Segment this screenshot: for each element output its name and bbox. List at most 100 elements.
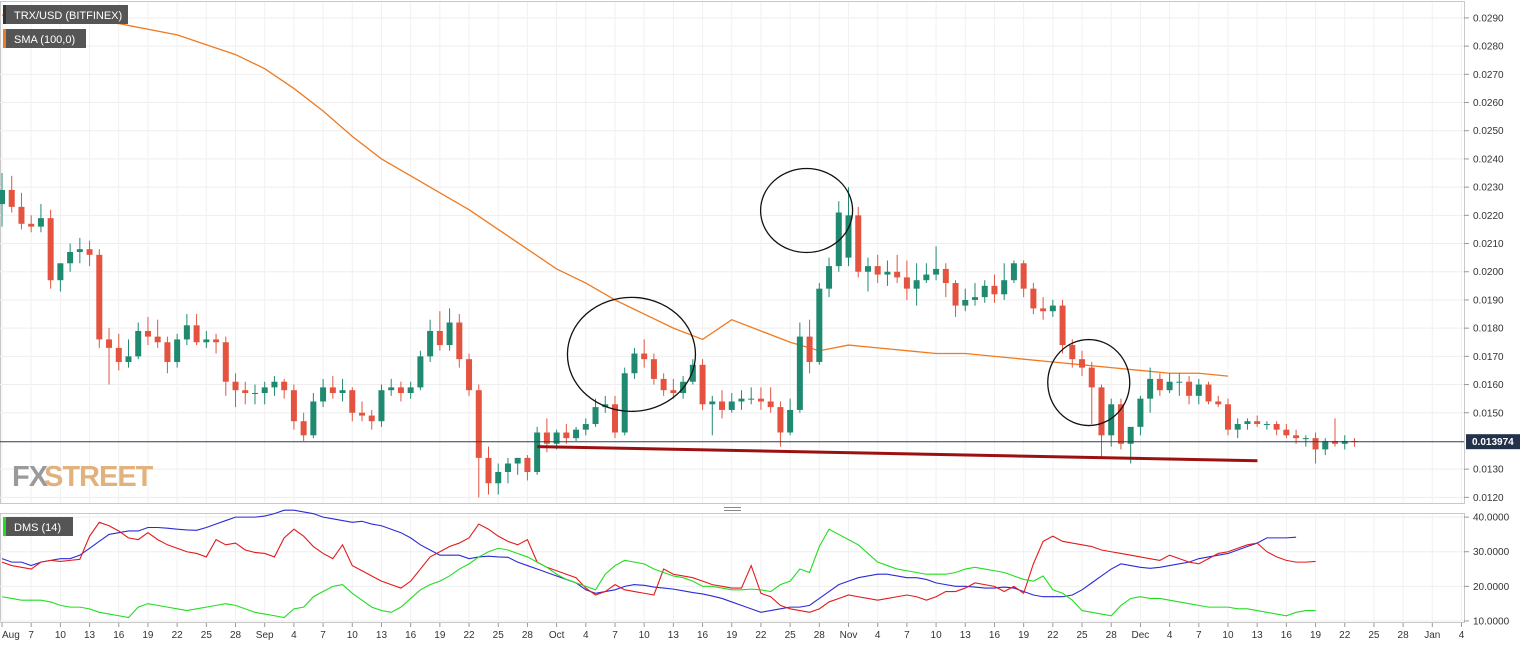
x-tick-label: 28: [1106, 630, 1118, 641]
candle-body: [1254, 421, 1261, 425]
price-panel-frame: [0, 1, 1465, 504]
candle-body: [835, 212, 842, 267]
candle-body: [86, 249, 93, 255]
dms-series-line: [1, 521, 1316, 613]
candle-body: [933, 268, 940, 275]
candle-body: [378, 390, 385, 422]
candle-body: [310, 401, 317, 436]
x-tick-label: 7: [28, 630, 34, 641]
price-y-tick-label: 0.0270: [1473, 70, 1504, 81]
candle-body: [495, 471, 502, 484]
x-tick-label: 4: [1459, 630, 1465, 641]
candle-body: [203, 339, 210, 343]
candle-body: [290, 390, 297, 422]
candle-body: [8, 189, 15, 207]
candle-body: [602, 404, 609, 408]
candle-body: [1205, 384, 1212, 402]
x-tick-label: 22: [172, 630, 184, 641]
candle-body: [1341, 440, 1348, 444]
watermark-street: STREET: [44, 461, 154, 493]
candle-body: [621, 373, 628, 433]
candle-body: [611, 404, 618, 433]
candle-body: [1127, 426, 1134, 444]
candle-body: [329, 387, 336, 394]
candle-body: [1302, 438, 1309, 440]
candle-body: [504, 463, 511, 472]
candle-body: [582, 424, 589, 430]
price-y-tick-label: 0.0120: [1473, 493, 1504, 504]
last-price-box: [1466, 434, 1520, 450]
candle-body: [135, 330, 142, 357]
x-tick-label: 28: [1398, 630, 1410, 641]
sma-badge-swatch: [3, 29, 6, 48]
dms-badge[interactable]: DMS (14): [3, 517, 73, 536]
candle-body: [942, 268, 949, 284]
x-tick-label: 25: [1368, 630, 1380, 641]
candle-body: [826, 266, 833, 289]
candle-body: [281, 381, 288, 391]
candle-body: [864, 266, 871, 272]
x-tick-label: 10: [931, 630, 943, 641]
candles-layer: [0, 173, 1358, 498]
candle-body: [1020, 263, 1027, 289]
x-tick-label: 16: [989, 630, 1001, 641]
candle-body: [1176, 381, 1183, 383]
candle-body: [47, 218, 54, 281]
candle-body: [981, 285, 988, 298]
candle-body: [1079, 359, 1086, 368]
x-tick-label: 19: [434, 630, 446, 641]
candle-body: [183, 325, 190, 340]
x-tick-label: 4: [583, 630, 589, 641]
x-tick-label: 4: [291, 630, 297, 641]
candle-body: [952, 283, 959, 306]
candle-body: [193, 325, 200, 343]
candle-body: [1156, 378, 1163, 391]
candle-body: [777, 407, 784, 433]
candle-body: [1293, 435, 1300, 439]
highlight-circle: [1047, 338, 1131, 427]
candle-body: [1059, 305, 1066, 346]
panel-resize-handle[interactable]: [724, 507, 741, 511]
price-y-tick-label: 0.0190: [1473, 295, 1504, 306]
sma-label: SMA (100,0): [14, 34, 75, 46]
candle-body: [1332, 440, 1339, 444]
x-tick-label: 16: [113, 630, 125, 641]
candle-body: [232, 381, 239, 391]
x-tick-label: 22: [1047, 630, 1059, 641]
candle-body: [709, 401, 716, 405]
candle-body: [0, 189, 5, 205]
candle-body: [174, 339, 181, 362]
candle-body: [972, 297, 978, 300]
candle-body: [660, 378, 667, 391]
sma-badge-bg: [3, 29, 86, 48]
candle-body: [806, 336, 813, 362]
indicator-y-tick-label: 10.0000: [1473, 616, 1510, 627]
x-tick-label: Jan: [1424, 630, 1440, 641]
candle-body: [738, 398, 745, 402]
x-tick-label: 22: [1339, 630, 1351, 641]
candle-body: [573, 429, 580, 439]
sma-badge[interactable]: SMA (100,0): [3, 29, 86, 48]
x-tick-label: Aug: [2, 630, 20, 641]
price-y-tick-label: 0.0210: [1473, 239, 1504, 250]
candle-body: [222, 342, 229, 382]
candle-body: [1049, 305, 1056, 312]
candle-body: [485, 457, 492, 484]
x-tick-label: 10: [347, 630, 359, 641]
x-tick-label: 19: [1310, 630, 1322, 641]
candle-body: [1244, 421, 1251, 425]
x-tick-label: 7: [1196, 630, 1202, 641]
support-trendline: [537, 445, 1258, 463]
candle-body: [670, 390, 677, 394]
x-tick-label: 19: [1018, 630, 1030, 641]
candle-body: [767, 401, 774, 408]
last-price-text: 0.013974: [1472, 437, 1514, 448]
dms-badge-swatch: [3, 517, 6, 536]
indicator-y-axis: 40.0000 30.0000 20.0000 10.0000: [1464, 513, 1510, 627]
candle-body: [271, 381, 278, 388]
last-price-tag: 0.013974: [1466, 434, 1520, 450]
x-tick-label: 25: [1076, 630, 1088, 641]
candle-body: [1215, 401, 1222, 405]
candle-body: [1108, 404, 1115, 436]
